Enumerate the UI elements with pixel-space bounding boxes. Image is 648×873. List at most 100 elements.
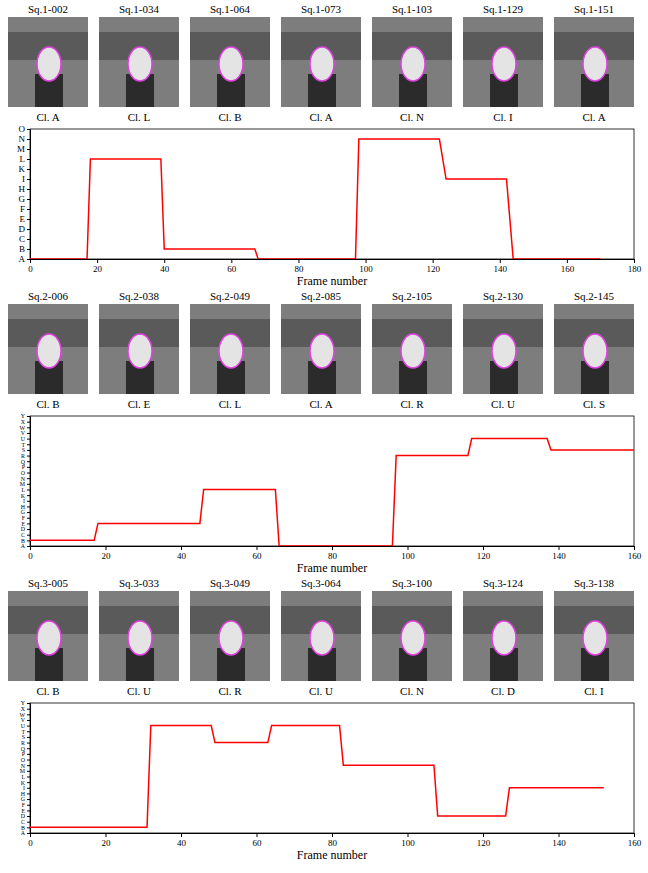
y-tick-mark bbox=[27, 433, 30, 434]
x-tick-mark bbox=[332, 833, 333, 837]
x-tick-label: 160 bbox=[561, 264, 575, 274]
x-axis: 020406080100120140160 bbox=[28, 546, 642, 561]
panel: Sq.2-006Cl. BSq.2-038Cl. ESq.2-049Cl. LS… bbox=[8, 290, 642, 575]
plot-frame bbox=[30, 129, 634, 259]
y-tick-label: D bbox=[21, 526, 26, 532]
photo-hand bbox=[401, 334, 425, 368]
x-tick: 0 bbox=[28, 833, 33, 848]
y-tick-label: K bbox=[21, 493, 26, 499]
x-tick-mark bbox=[181, 833, 182, 837]
photo-hand bbox=[310, 334, 334, 368]
y-tick-label: D bbox=[21, 813, 26, 819]
frame-class: Cl. A bbox=[582, 111, 605, 123]
y-tick-label: P bbox=[22, 751, 26, 757]
y-tick: P bbox=[22, 751, 30, 757]
photo-bg bbox=[554, 17, 634, 107]
photo-bg bbox=[99, 17, 179, 107]
y-tick: M bbox=[17, 144, 30, 154]
photo bbox=[372, 591, 452, 681]
photo bbox=[463, 591, 543, 681]
photo-bg bbox=[463, 591, 543, 681]
x-tick: 160 bbox=[561, 259, 575, 274]
x-tick-mark bbox=[408, 833, 409, 837]
frame-title: Sq.2-085 bbox=[301, 290, 342, 302]
y-tick: H bbox=[19, 184, 31, 194]
photo-hand bbox=[37, 47, 61, 81]
frame-title: Sq.1-103 bbox=[392, 3, 433, 15]
y-tick: Q bbox=[21, 459, 30, 465]
y-tick: A bbox=[21, 543, 30, 549]
y-tick: E bbox=[21, 808, 30, 814]
photo bbox=[281, 591, 361, 681]
x-tick-mark bbox=[559, 833, 560, 837]
photo-bg bbox=[372, 304, 452, 394]
photo-bg bbox=[554, 304, 634, 394]
y-tick-label: H bbox=[19, 184, 26, 194]
photo-bg bbox=[281, 304, 361, 394]
photo-hand bbox=[310, 47, 334, 81]
x-tick-mark bbox=[433, 259, 434, 263]
x-tick: 120 bbox=[477, 833, 491, 848]
x-tick: 160 bbox=[628, 546, 642, 561]
y-tick-mark bbox=[27, 239, 30, 240]
x-tick-mark bbox=[634, 259, 635, 263]
photo-hand bbox=[583, 621, 607, 655]
photo-hand bbox=[37, 334, 61, 368]
y-tick-label: T bbox=[21, 442, 25, 448]
photo-bg bbox=[8, 591, 88, 681]
y-tick-label: S bbox=[22, 734, 25, 740]
photo-hand bbox=[128, 621, 152, 655]
frame-class: Cl. S bbox=[583, 398, 605, 410]
y-tick-label: D bbox=[19, 224, 26, 234]
y-tick: E bbox=[21, 521, 30, 527]
x-tick-mark bbox=[366, 259, 367, 263]
x-tick: 100 bbox=[359, 259, 373, 274]
x-tick-mark bbox=[257, 833, 258, 837]
y-tick-label: G bbox=[19, 194, 26, 204]
y-tick: P bbox=[22, 464, 30, 470]
x-tick: 120 bbox=[477, 546, 491, 561]
y-tick: N bbox=[21, 476, 30, 482]
photo-hand bbox=[219, 47, 243, 81]
y-tick-mark bbox=[27, 523, 30, 524]
data-line bbox=[30, 139, 600, 259]
y-tick-mark bbox=[27, 703, 30, 704]
y-tick-mark bbox=[27, 461, 30, 462]
y-tick-label: A bbox=[21, 830, 26, 836]
y-tick-mark bbox=[27, 129, 30, 130]
photo bbox=[281, 304, 361, 394]
y-tick-mark bbox=[27, 495, 30, 496]
x-tick-mark bbox=[97, 259, 98, 263]
x-tick-mark bbox=[634, 833, 635, 837]
y-tick: D bbox=[21, 526, 30, 532]
photo-bg bbox=[190, 591, 270, 681]
y-tick-mark bbox=[27, 506, 30, 507]
y-tick-mark bbox=[27, 473, 30, 474]
x-tick-label: 40 bbox=[177, 838, 187, 848]
y-tick: F bbox=[22, 515, 30, 521]
y-tick: E bbox=[20, 214, 31, 224]
y-tick: C bbox=[21, 532, 30, 538]
y-tick: A bbox=[21, 830, 30, 836]
y-tick-mark bbox=[27, 822, 30, 823]
y-tick: O bbox=[21, 470, 30, 476]
photo-hand bbox=[219, 334, 243, 368]
x-tick-mark bbox=[181, 546, 182, 550]
frame-title: Sq.2-049 bbox=[210, 290, 251, 302]
y-tick-label: E bbox=[21, 521, 25, 527]
photo-bg bbox=[372, 17, 452, 107]
y-tick-label: H bbox=[21, 504, 26, 510]
y-tick-label: N bbox=[21, 763, 26, 769]
y-tick-label: K bbox=[19, 164, 26, 174]
y-tick-label: H bbox=[21, 791, 26, 797]
frame-class: Cl. B bbox=[36, 685, 59, 697]
x-tick: 80 bbox=[328, 833, 338, 848]
y-tick-label: V bbox=[21, 717, 26, 723]
y-tick-label: S bbox=[22, 447, 25, 453]
x-tick-mark bbox=[567, 259, 568, 263]
photo-hand bbox=[401, 47, 425, 81]
y-tick: L bbox=[20, 154, 31, 164]
y-tick-mark bbox=[27, 810, 30, 811]
y-axis: ABCDEFGHIKLMNO bbox=[17, 124, 31, 264]
y-tick-mark bbox=[27, 714, 30, 715]
